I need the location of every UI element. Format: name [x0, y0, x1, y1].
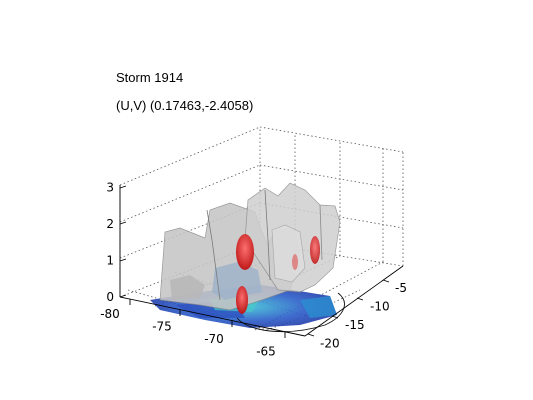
x-tick-labels: -80 -75 -70 -65: [100, 307, 276, 359]
z-tick-label-0: 0: [106, 290, 114, 304]
chart-title: Storm 1914: [116, 70, 184, 85]
y-tick-label-2: -15: [345, 318, 365, 332]
z-tick-label-2: 2: [106, 217, 114, 231]
y-tick-label-1: -10: [370, 300, 390, 314]
isosurface-core: [236, 234, 320, 314]
isosurface-outer: [159, 182, 341, 311]
track-contour: [236, 292, 345, 333]
y-tick-label-0: -5: [395, 281, 407, 295]
z-tick-label-3: 3: [106, 181, 114, 195]
y-tick-labels: -5 -10 -15 -20: [320, 281, 407, 351]
y-tick-label-3: -20: [320, 337, 340, 351]
z-tick-label-1: 1: [106, 254, 114, 268]
chart-subtitle: (U,V) (0.17463,-2.4058): [116, 98, 254, 113]
x-tick-label-1: -75: [152, 320, 172, 334]
x-tick-label-2: -70: [204, 332, 224, 346]
x-tick-label-0: -80: [100, 307, 120, 321]
z-tick-labels: 0 1 2 3: [106, 181, 114, 305]
axis-lines: [119, 185, 404, 338]
x-tick-label-3: -65: [256, 345, 276, 359]
